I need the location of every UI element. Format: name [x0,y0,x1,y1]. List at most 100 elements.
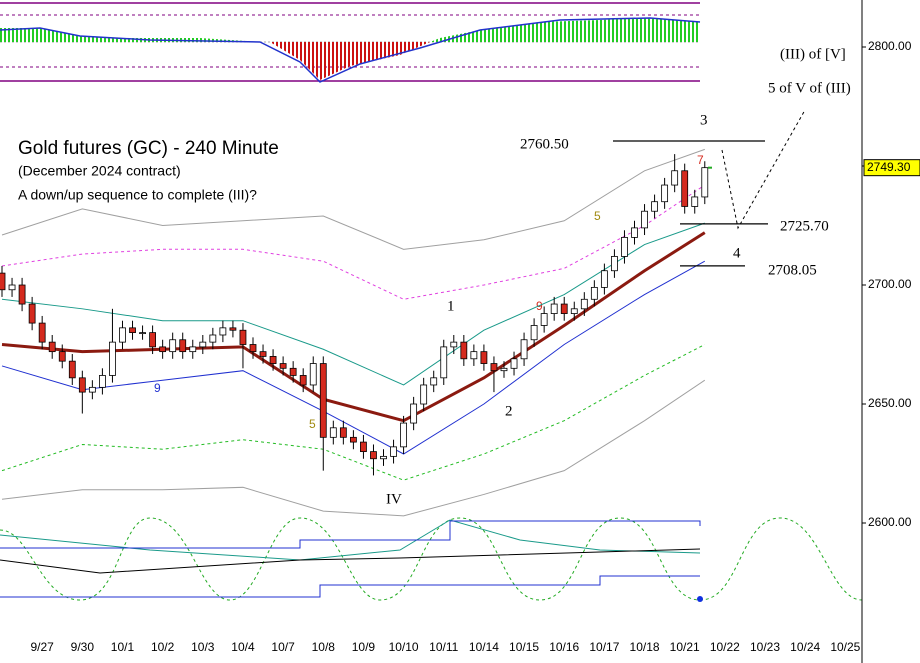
x-tick-label: 10/2 [151,640,175,654]
candle-body [611,256,618,272]
y-tick-label: 2650.00 [868,396,912,410]
wave-label: 2 [505,403,513,419]
candle-body [570,308,578,314]
candle-body [58,351,66,362]
y-tick-label: 2800.00 [868,39,912,53]
x-tick-label: 10/16 [549,640,579,654]
candle-body [621,237,628,257]
candle-body [0,272,6,291]
candle-body [159,346,167,353]
x-tick-label: 10/10 [389,640,419,654]
candle-body [209,334,217,343]
x-tick-label: 10/9 [352,640,376,654]
candle-body [510,358,518,369]
candle-body [229,327,237,331]
x-tick-label: 10/17 [589,640,619,654]
candle-body [249,344,257,353]
candle-body [189,346,197,353]
candle-body [129,327,136,334]
candle-body [339,427,347,438]
candle-body [590,286,598,300]
candle-body [360,441,367,453]
level-label: 2708.05 [768,262,817,278]
x-tick-label: 10/11 [429,640,458,654]
x-tick-label: 10/24 [790,640,820,654]
x-tick-label: 10/21 [670,640,700,654]
candle-body [309,363,317,386]
candle-body [480,351,488,364]
wave-label: (III) of [V] [780,46,846,62]
candle-body [661,184,669,203]
candle-body [28,303,36,324]
indicator-line [1,260,706,455]
indicator-line [1,344,706,481]
candle-body [681,170,689,207]
candle-body [259,351,267,357]
y-tick-label: 2600.00 [868,515,912,529]
x-tick-label: 10/7 [271,640,295,654]
indicator-line [1,184,706,300]
candle-body [450,341,458,348]
cycle-panel [0,517,863,602]
candle-body [329,427,337,438]
candle-body [149,332,157,348]
candle-body [651,201,658,212]
candle-body [109,341,116,376]
oscillator-panel [0,2,701,83]
candle-body [390,446,397,457]
level-label: 2760.50 [520,136,569,152]
candle-body [370,451,377,460]
candle-body [420,384,428,405]
candle-body [701,167,709,198]
candle-body [289,367,297,376]
candle-body [500,367,508,372]
candle-body [139,332,146,335]
projection [721,109,806,230]
note: A down/up sequence to complete (III)? [18,187,257,203]
wave-label: 3 [700,112,708,128]
candle-body [279,363,287,369]
count-label: 5 [309,417,316,431]
candle-body [269,356,277,364]
last-price-label: 2749.30 [867,160,911,174]
candle-body [8,284,16,291]
candle-body [550,303,558,314]
y-tick-label: 2700.00 [868,277,912,291]
indicator-lines [1,148,706,517]
x-tick-label: 10/14 [469,640,499,654]
candle-body [239,329,247,345]
x-tick-label: 9/27 [30,640,54,654]
candle-body [490,363,498,372]
candle-body [530,325,538,341]
last-price-box [863,159,920,177]
subtitle: (December 2024 contract) [18,163,181,179]
candle-body [430,377,438,386]
candles [0,154,709,476]
candle-body [600,270,608,288]
count-label: 7 [697,153,704,167]
chart-title: Gold futures (GC) - 240 Minute [18,138,279,159]
candle-body [179,339,187,353]
wave-label: 4 [733,245,741,261]
x-tick-label: 10/15 [509,640,539,654]
count-label: 9 [536,299,543,313]
x-tick-label: 10/3 [191,640,215,654]
candle-body [380,455,387,460]
wave-label: 1 [447,298,455,314]
wave-label: 5 of V of (III) [768,80,851,96]
candle-body [38,322,46,343]
candle-body [299,375,307,386]
candle-body [400,422,407,448]
level-label: 2725.70 [780,218,829,234]
candle-body [99,375,106,388]
candle-body [169,339,177,353]
candle-body [349,436,357,443]
x-tick-label: 10/4 [231,640,255,654]
x-tick-label: 10/25 [830,640,860,654]
candle-body [460,341,468,360]
candle-body [470,351,478,360]
candle-body [410,403,418,424]
candle-body [319,363,327,438]
